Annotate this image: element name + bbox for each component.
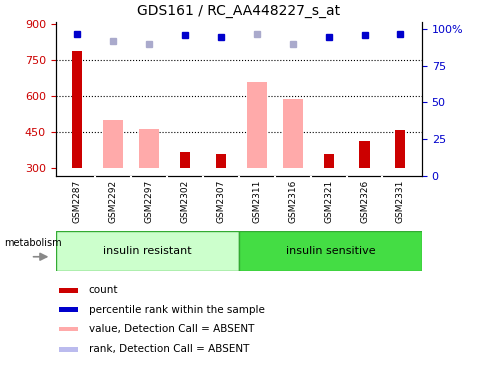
Text: GSM2321: GSM2321 xyxy=(323,180,333,223)
Text: insulin sensitive: insulin sensitive xyxy=(285,246,375,256)
Text: GSM2302: GSM2302 xyxy=(180,180,189,223)
Bar xyxy=(59,307,78,312)
Bar xyxy=(359,141,369,168)
Text: GSM2307: GSM2307 xyxy=(216,180,225,224)
Bar xyxy=(215,154,226,168)
Bar xyxy=(59,326,78,331)
Bar xyxy=(59,347,78,352)
Text: value, Detection Call = ABSENT: value, Detection Call = ABSENT xyxy=(89,324,254,334)
Bar xyxy=(246,82,266,168)
Bar xyxy=(72,51,82,168)
Text: GSM2297: GSM2297 xyxy=(144,180,153,223)
Title: GDS161 / RC_AA448227_s_at: GDS161 / RC_AA448227_s_at xyxy=(137,4,340,18)
Text: GSM2331: GSM2331 xyxy=(395,180,404,224)
Bar xyxy=(139,129,159,168)
Bar xyxy=(239,231,421,271)
Text: GSM2292: GSM2292 xyxy=(108,180,118,223)
Bar xyxy=(282,99,302,168)
Bar xyxy=(103,120,123,168)
Text: insulin resistant: insulin resistant xyxy=(103,246,191,256)
Text: GSM2326: GSM2326 xyxy=(359,180,368,223)
Bar xyxy=(56,231,239,271)
Bar xyxy=(59,288,78,293)
Bar xyxy=(323,154,333,168)
Bar xyxy=(394,130,405,168)
Text: GSM2311: GSM2311 xyxy=(252,180,261,224)
Text: GSM2316: GSM2316 xyxy=(287,180,297,224)
Bar xyxy=(180,152,190,168)
Text: metabolism: metabolism xyxy=(4,238,62,248)
Text: count: count xyxy=(89,285,118,295)
Text: rank, Detection Call = ABSENT: rank, Detection Call = ABSENT xyxy=(89,344,249,354)
Text: GSM2287: GSM2287 xyxy=(73,180,82,223)
Text: percentile rank within the sample: percentile rank within the sample xyxy=(89,305,264,315)
